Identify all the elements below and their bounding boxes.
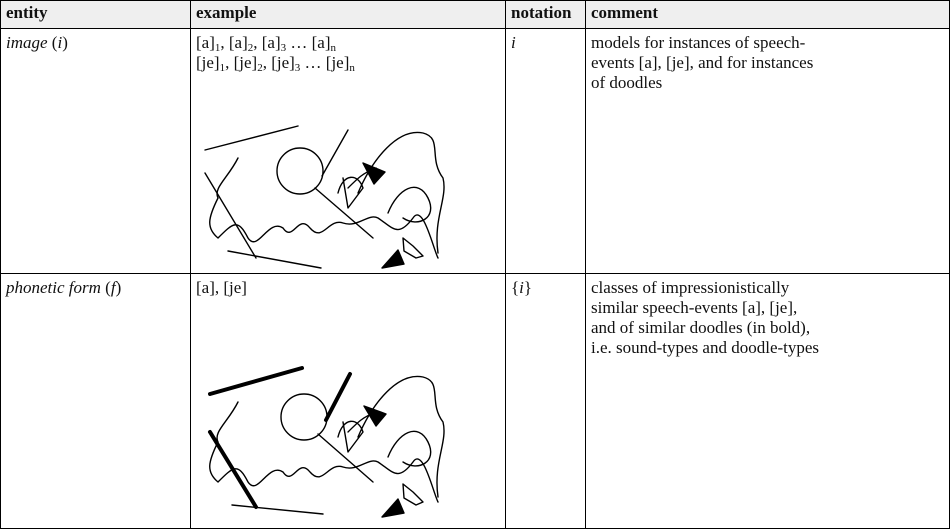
- example-line: [a]1, [a]2, [a]3 … [a]n: [196, 33, 355, 54]
- text: [a], [je]: [196, 278, 247, 297]
- text: ): [62, 33, 68, 52]
- comment-cell: models for instances of speech-events [a…: [585, 30, 819, 96]
- notation-cell: i: [505, 30, 522, 56]
- text: … [je]: [300, 53, 350, 72]
- example-cell: [a], [je]: [190, 275, 253, 301]
- example-line: [a], [je]: [196, 278, 247, 298]
- text: , [a]: [220, 33, 248, 52]
- italic-text: i: [511, 33, 516, 52]
- entity-cell: image (i): [0, 30, 74, 56]
- header-cell: comment: [585, 0, 665, 26]
- comment-line: models for instances of speech-: [591, 33, 806, 52]
- text: , [je]: [225, 53, 258, 72]
- header-row: [0, 0, 950, 28]
- italic-text: phonetic form: [6, 278, 101, 297]
- rule: [190, 0, 191, 529]
- comment-line: similar speech-events [a], [je],: [591, 298, 798, 317]
- header-cell: entity: [0, 0, 54, 26]
- example-cell: [a]1, [a]2, [a]3 … [a]n [je]1, [je]2, [je…: [190, 30, 361, 76]
- rule: [0, 0, 950, 1]
- subscript: 2: [247, 42, 254, 54]
- subscript: n: [330, 42, 337, 54]
- entity-cell: phonetic form (f): [0, 275, 127, 301]
- text: (: [100, 278, 111, 297]
- italic-text: i: [57, 33, 63, 52]
- subscript: 3: [294, 62, 301, 74]
- rule: [0, 0, 1, 529]
- comment-line: classes of impressionistically: [591, 278, 790, 297]
- text: ): [115, 278, 122, 297]
- comment-cell: classes of impressionistically similar sp…: [585, 275, 825, 361]
- comment-line: events [a], [je], and for instances: [591, 53, 814, 72]
- text: }: [523, 278, 533, 297]
- subscript: 3: [280, 42, 287, 54]
- italic-text: image: [6, 33, 48, 52]
- doodle: [204, 125, 445, 269]
- text: … [a]: [286, 33, 331, 52]
- doodle: [208, 366, 445, 518]
- rule: [0, 273, 950, 274]
- comment-line: i.e. sound-types and doodle-types: [591, 338, 820, 357]
- header-cell: notation: [505, 0, 578, 26]
- example-line: [je]1, [je]2, [je]3 … [je]n: [196, 53, 355, 74]
- rule: [585, 0, 586, 529]
- subscript: n: [349, 62, 355, 74]
- header-cell: example: [190, 0, 263, 26]
- subscript: 1: [219, 62, 226, 74]
- notation-cell: {i}: [505, 275, 538, 301]
- comment-line: and of similar doodles (in bold),: [591, 318, 811, 337]
- text: (: [47, 33, 58, 52]
- italic-text: f: [110, 278, 116, 297]
- text: {: [511, 278, 520, 297]
- text: [je]: [196, 53, 220, 72]
- subscript: 1: [214, 42, 221, 54]
- text: , [a]: [253, 33, 281, 52]
- subscript: 2: [257, 62, 263, 74]
- comment-line: of doodles: [591, 73, 663, 92]
- rule: [505, 0, 506, 529]
- italic-text: i: [519, 278, 524, 297]
- text: , [je]: [262, 53, 295, 72]
- text: [a]: [196, 33, 215, 52]
- rule: [0, 28, 950, 29]
